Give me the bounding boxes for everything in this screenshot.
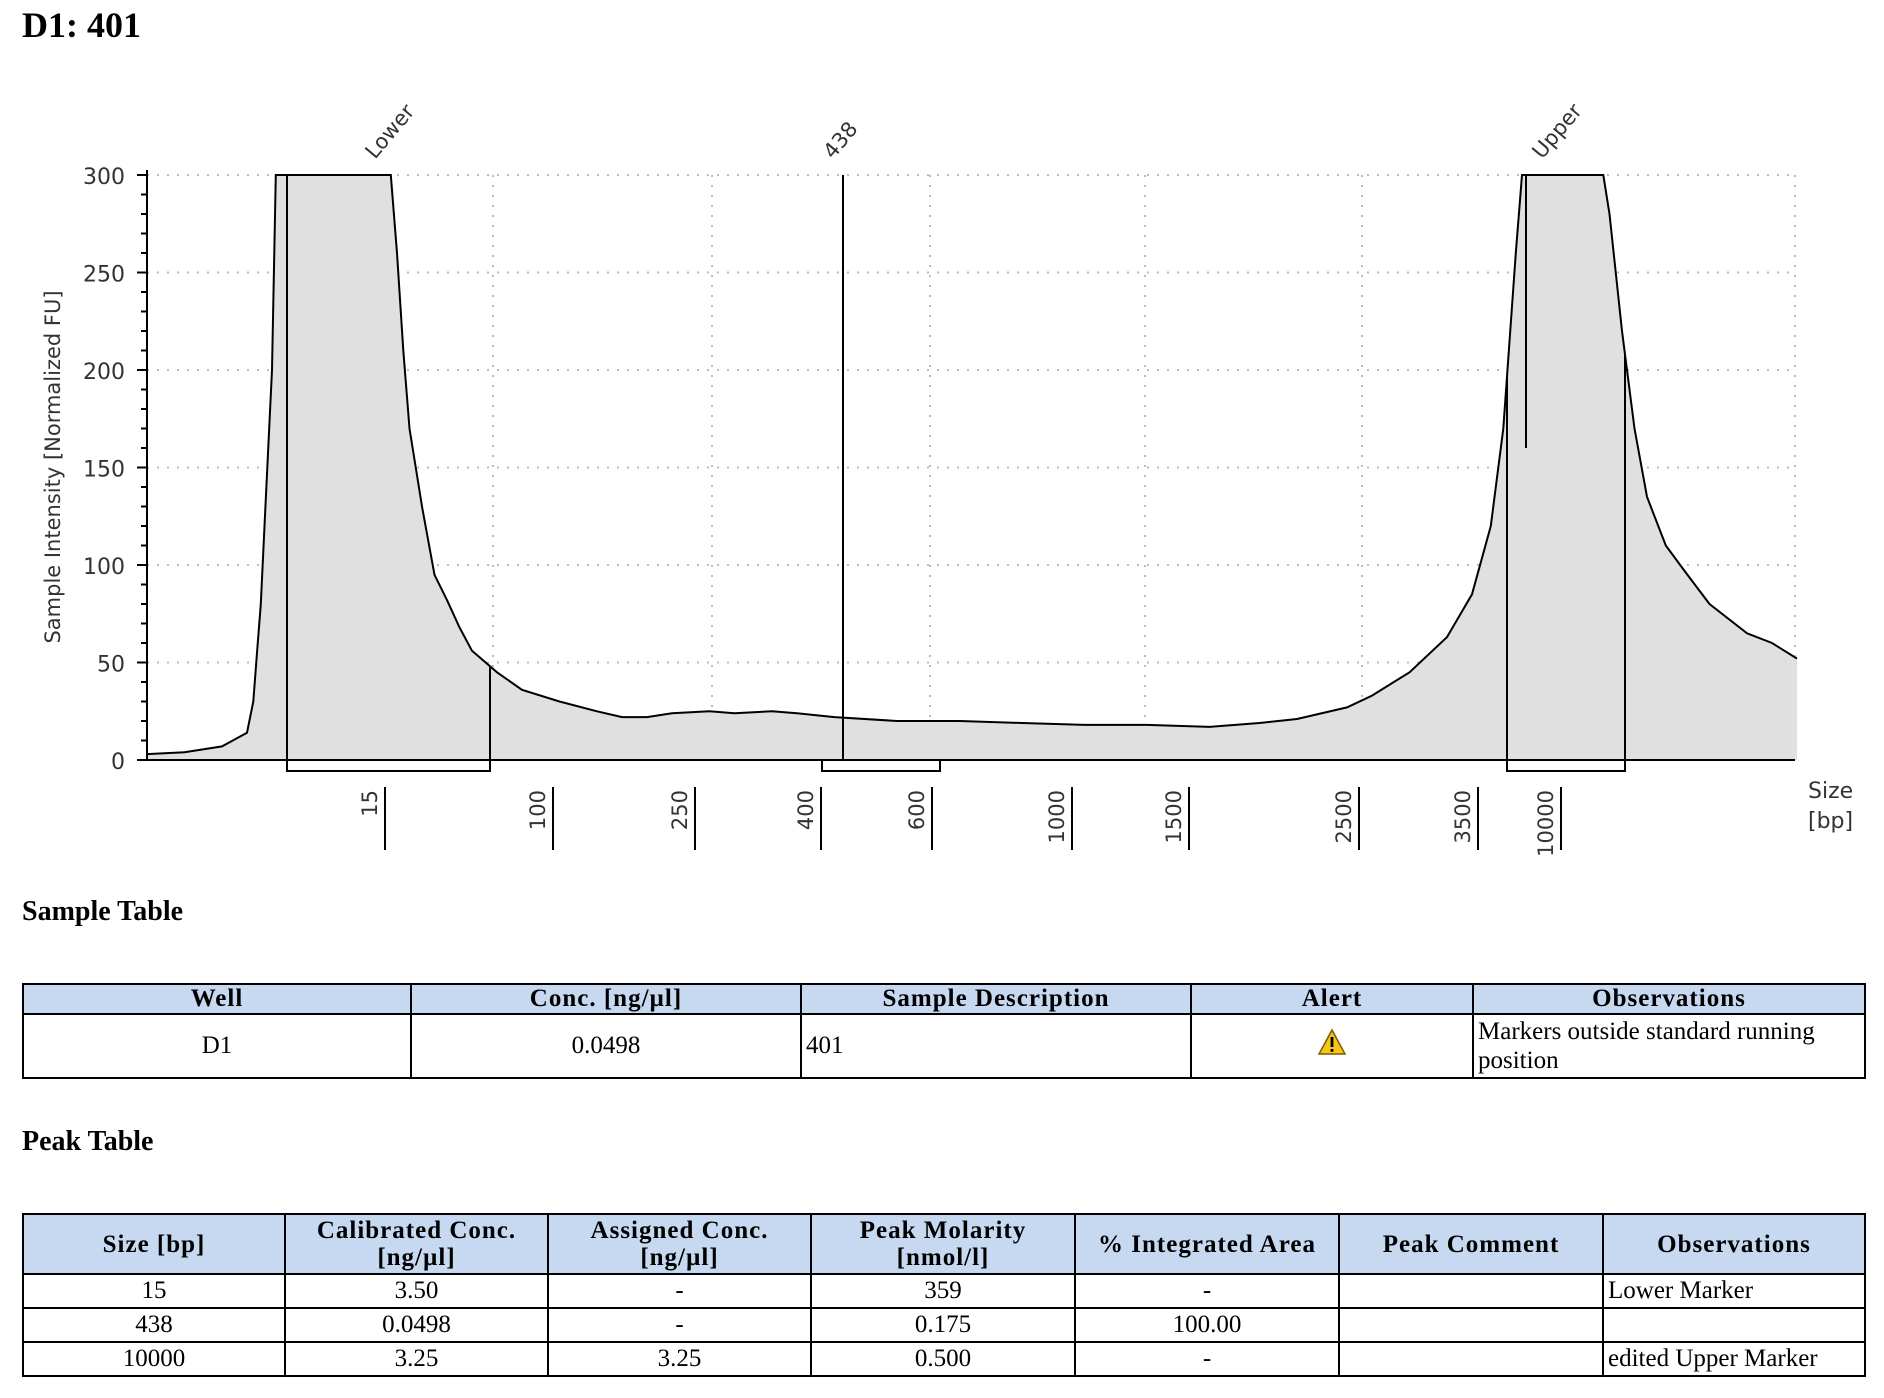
marked-region-3: [1506, 759, 1626, 772]
table-row: 15 3.50 - 359 - Lower Marker: [22, 1273, 1866, 1309]
peak-table: Size [bp] Calibrated Conc. [ng/µl] Assign…: [22, 1213, 1866, 1377]
size-cell: 438: [22, 1307, 286, 1343]
integrated-area-cell: -: [1074, 1273, 1340, 1309]
page-title: D1: 401: [22, 5, 141, 45]
chart-trace: [146, 174, 1798, 756]
x-axis-label-line1: Size: [1808, 779, 1853, 804]
sample-table: Well Conc. [ng/µl] Sample Description Al…: [22, 983, 1866, 1079]
chart-axes: [137, 170, 1795, 850]
table-row: 438 0.0498 - 0.175 100.00: [22, 1307, 1866, 1343]
x-tick-label: 3500: [1451, 790, 1475, 843]
column-header-alert: Alert: [1190, 983, 1474, 1015]
sample-table-header-row: Well Conc. [ng/µl] Sample Description Al…: [22, 983, 1866, 1015]
x-tick-label: 10000: [1534, 790, 1558, 857]
x-axis-label-line2: [bp]: [1808, 809, 1853, 834]
x-tick-label: 15: [358, 790, 382, 817]
observations-cell: Markers outside standard running positio…: [1472, 1013, 1866, 1079]
calibrated-conc-cell: 3.25: [284, 1341, 549, 1377]
x-tick-label: 2500: [1332, 790, 1356, 843]
peak-molarity-cell: 0.175: [810, 1307, 1076, 1343]
size-cell: 10000: [22, 1341, 286, 1377]
chart-area-fill: [147, 175, 1797, 760]
trace-area: [147, 175, 1797, 760]
peak-label: 438: [818, 117, 862, 163]
y-tick-label: 300: [83, 165, 125, 190]
y-tick-label: 50: [97, 653, 125, 678]
x-tick-label: 600: [905, 790, 929, 830]
peak-table-heading: Peak Table: [22, 1126, 154, 1157]
size-cell: 15: [22, 1273, 286, 1309]
column-header-conc: Conc. [ng/µl]: [410, 983, 802, 1015]
column-header-peak-comment: Peak Comment: [1338, 1213, 1604, 1275]
column-header-peak-molarity: Peak Molarity [nmol/l]: [810, 1213, 1076, 1275]
column-header-sample-description: Sample Description: [800, 983, 1192, 1015]
integrated-area-cell: -: [1074, 1341, 1340, 1377]
well-cell: D1: [22, 1013, 412, 1079]
marked-region-1: [286, 759, 491, 772]
y-tick-label: 100: [83, 555, 125, 580]
y-tick-label: 250: [83, 263, 125, 288]
y-tick-label: 0: [111, 750, 125, 775]
assigned-conc-cell: -: [547, 1307, 812, 1343]
column-header-calibrated-conc: Calibrated Conc. [ng/µl]: [284, 1213, 549, 1275]
observations-cell: edited Upper Marker: [1602, 1341, 1866, 1377]
column-header-size: Size [bp]: [22, 1213, 286, 1275]
table-row: 10000 3.25 3.25 0.500 - edited Upper Mar…: [22, 1341, 1866, 1377]
y-tick-label: 200: [83, 360, 125, 385]
assigned-conc-cell: 3.25: [547, 1341, 812, 1377]
peak-table-header-row: Size [bp] Calibrated Conc. [ng/µl] Assign…: [22, 1213, 1866, 1275]
peak-comment-cell: [1338, 1273, 1604, 1309]
y-axis-label: Sample Intensity [Normalized FU]: [41, 290, 65, 643]
trace-line: [146, 174, 1798, 756]
sample-table-heading: Sample Table: [22, 896, 184, 927]
peak-comment-cell: [1338, 1341, 1604, 1377]
column-header-assigned-conc: Assigned Conc. [ng/µl]: [547, 1213, 812, 1275]
x-tick-label: 100: [526, 790, 550, 830]
peak-label: Upper: [1527, 99, 1586, 163]
assigned-conc-cell: -: [547, 1273, 812, 1309]
table-row: D1 0.0498 401 Markers outside standard r…: [22, 1013, 1866, 1079]
observations-cell: [1602, 1307, 1866, 1343]
peak-label: Lower: [360, 99, 419, 163]
observations-cell: Lower Marker: [1602, 1273, 1866, 1309]
column-header-integrated-area: % Integrated Area: [1074, 1213, 1340, 1275]
y-tick-label: 150: [83, 458, 125, 483]
column-header-well: Well: [22, 983, 412, 1015]
x-tick-label: 250: [668, 790, 692, 830]
conc-cell: 0.0498: [410, 1013, 802, 1079]
marked-region-2: [821, 759, 941, 772]
peak-molarity-cell: 0.500: [810, 1341, 1076, 1377]
calibrated-conc-cell: 3.50: [284, 1273, 549, 1309]
x-tick-label: 400: [794, 790, 818, 830]
calibrated-conc-cell: 0.0498: [284, 1307, 549, 1343]
column-header-observations: Observations: [1472, 983, 1866, 1015]
integrated-area-cell: 100.00: [1074, 1307, 1340, 1343]
electropherogram-chart: 0 50 100 150 200 250 300 Sample Intensity [Norm…: [41, 99, 1853, 857]
chart-marked-regions: [286, 175, 1626, 772]
x-tick-label: 1000: [1045, 790, 1069, 843]
alert-cell: [1190, 1013, 1474, 1079]
peak-comment-cell: [1338, 1307, 1604, 1343]
peak-molarity-cell: 359: [810, 1273, 1076, 1309]
warning-icon: [1317, 1028, 1347, 1064]
x-tick-label: 1500: [1162, 790, 1186, 843]
column-header-observations: Observations: [1602, 1213, 1866, 1275]
description-cell: 401: [800, 1013, 1192, 1079]
